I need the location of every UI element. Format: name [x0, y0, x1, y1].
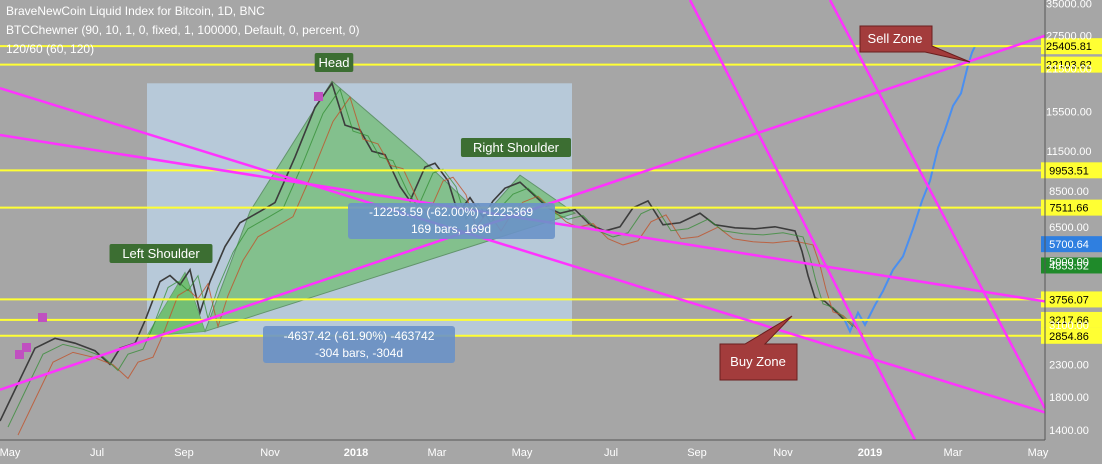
fast-ma-line	[7, 88, 854, 428]
y-tick-label: 35000.00	[1046, 0, 1092, 11]
level-label: 3217.66	[1049, 315, 1089, 327]
measure1-box	[348, 203, 555, 239]
annotations: Head Left Shoulder Right Shoulder -12253.59…	[15, 25, 971, 381]
y-tick-label: 21500.00	[1046, 63, 1092, 75]
level-label-box	[1041, 199, 1102, 216]
left-shoulder-label: Left Shoulder	[122, 246, 200, 261]
level-label: 7511.66	[1050, 203, 1089, 215]
level-label-box	[1041, 327, 1102, 344]
x-tick-label: Sep	[174, 447, 194, 459]
y-tick-label: 5000.00	[1049, 257, 1089, 269]
level-label: 25405.81	[1046, 41, 1092, 53]
y-tick-label: 3100.00	[1049, 320, 1089, 332]
buy-zone-label: Buy Zone	[730, 354, 786, 369]
level-label-box	[1041, 56, 1102, 73]
y-tick-label: 1400.00	[1049, 425, 1089, 437]
level-label: 9953.51	[1049, 165, 1089, 177]
trend-line	[688, 0, 917, 441]
level-label-box	[1041, 311, 1102, 328]
level-label: 2854.86	[1049, 331, 1089, 343]
flag-marker	[38, 313, 47, 322]
y-tick-label: 15500.00	[1046, 107, 1092, 119]
level-label-box	[1041, 236, 1102, 253]
level-label: 5700.64	[1049, 239, 1089, 251]
flag-marker	[314, 92, 323, 101]
trend-line	[828, 0, 1047, 409]
x-tick-label: Mar	[428, 447, 447, 459]
x-tick-label: May	[0, 447, 21, 459]
measure2-text2: -304 bars, -304d	[315, 346, 403, 360]
y-tick-label: 11500.00	[1046, 146, 1091, 158]
level-label: 3756.07	[1049, 294, 1089, 306]
measure1-text1: -12253.59 (-62.00%) -1225369	[369, 205, 533, 219]
sell-zone-label: Sell Zone	[868, 31, 923, 46]
x-tick-label: Sep	[687, 447, 707, 459]
level-label-box	[1041, 38, 1102, 55]
flag-marker	[22, 343, 31, 352]
x-tick-label: May	[1028, 447, 1049, 459]
x-tick-label: 2018	[344, 447, 368, 459]
sell-zone-callout	[859, 25, 971, 63]
y-tick-label: 2300.00	[1049, 359, 1089, 371]
y-tick-label: 27500.00	[1046, 31, 1092, 43]
x-tick-label: May	[512, 447, 533, 459]
y-tick-label: 8500.00	[1049, 186, 1089, 198]
chart-title: BraveNewCoin Liquid Index for Bitcoin, 1…	[6, 4, 265, 18]
indicator-legend: BTCChewner (90, 10, 1, 0, fixed, 1, 1000…	[6, 23, 360, 37]
measure2-box	[263, 326, 455, 363]
x-tick-label: 2019	[858, 447, 882, 459]
projected-price-line	[844, 45, 976, 334]
ma-legend: 120/60 (60, 120)	[6, 42, 95, 56]
measure1-text2: 169 bars, 169d	[411, 222, 491, 236]
right-shoulder-label-box	[460, 138, 572, 157]
slow-ma-line	[17, 96, 864, 436]
x-tick-label: Nov	[773, 447, 793, 459]
measure2-text1: -4637.42 (-61.90%) -463742	[284, 329, 435, 343]
x-tick-label: Jul	[604, 447, 618, 459]
level-label-box	[1041, 257, 1102, 274]
right-shoulder-label: Right Shoulder	[473, 140, 560, 155]
level-label-box	[1041, 291, 1102, 308]
y-tick-label: 1800.00	[1049, 392, 1089, 404]
head-label-box	[314, 53, 354, 72]
level-label: 4853.52	[1049, 260, 1089, 272]
flag-marker	[15, 350, 24, 359]
x-tick-label: Jul	[90, 447, 104, 459]
buy-zone-callout	[719, 315, 798, 381]
x-tick-label: Mar	[944, 447, 963, 459]
left-shoulder-label-box	[109, 244, 213, 263]
level-label: 22103.62	[1046, 60, 1092, 72]
x-tick-label: Nov	[260, 447, 280, 459]
level-label-box	[1041, 162, 1102, 179]
head-label: Head	[318, 55, 349, 70]
y-tick-label: 6500.00	[1049, 222, 1089, 234]
horizontal-levels: 25405.81 22103.62 9953.51 7511.66 5700.64 485…	[0, 38, 1102, 344]
price-series	[0, 45, 976, 436]
trend-line	[0, 87, 1046, 414]
